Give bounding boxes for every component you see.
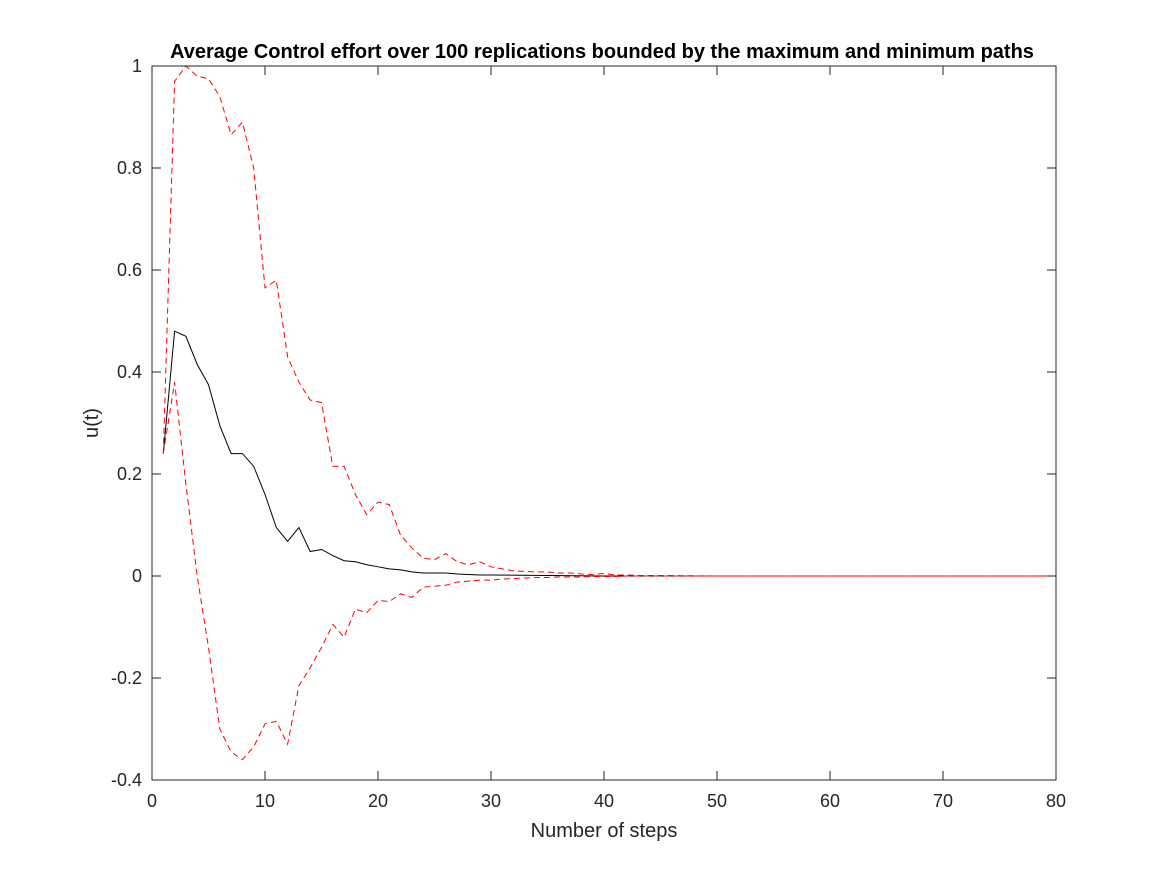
x-tick-label: 50 — [707, 791, 727, 811]
y-tick-label: 1 — [132, 56, 142, 76]
plot-area — [152, 66, 1056, 780]
x-tick-labels: 0 10 20 30 40 50 60 70 80 — [147, 791, 1066, 811]
x-tick-label: 40 — [594, 791, 614, 811]
series-layer — [162, 65, 1056, 761]
x-tick-label: 30 — [481, 791, 501, 811]
y-tick-labels: -0.4 -0.2 0 0.2 0.4 0.6 0.8 1 — [111, 56, 142, 790]
series-line-minimum — [162, 382, 1056, 761]
y-axis-label: u(t) — [81, 408, 103, 438]
x-tick-label: 70 — [933, 791, 953, 811]
x-tick-label: 10 — [255, 791, 275, 811]
y-tick-label: 0.6 — [117, 260, 142, 280]
y-tick-label: -0.2 — [111, 668, 142, 688]
x-axis-label: Number of steps — [531, 820, 678, 842]
chart-title: Average Control effort over 100 replicat… — [170, 41, 1034, 63]
y-tick-label: 0.2 — [117, 464, 142, 484]
x-tick-label: 20 — [368, 791, 388, 811]
x-tick-label: 0 — [147, 791, 157, 811]
x-tick-label: 60 — [820, 791, 840, 811]
y-tick-label: 0.8 — [117, 158, 142, 178]
x-tick-label: 80 — [1046, 791, 1066, 811]
y-tick-label: 0.4 — [117, 362, 142, 382]
y-tick-label: -0.4 — [111, 770, 142, 790]
series-line-maximum — [162, 65, 1056, 577]
y-tick-label: 0 — [132, 566, 142, 586]
ticks-layer — [151, 65, 1057, 781]
